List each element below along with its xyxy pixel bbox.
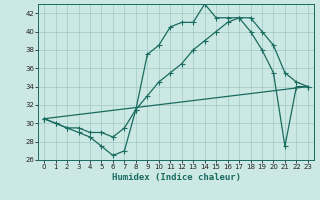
X-axis label: Humidex (Indice chaleur): Humidex (Indice chaleur)	[111, 173, 241, 182]
